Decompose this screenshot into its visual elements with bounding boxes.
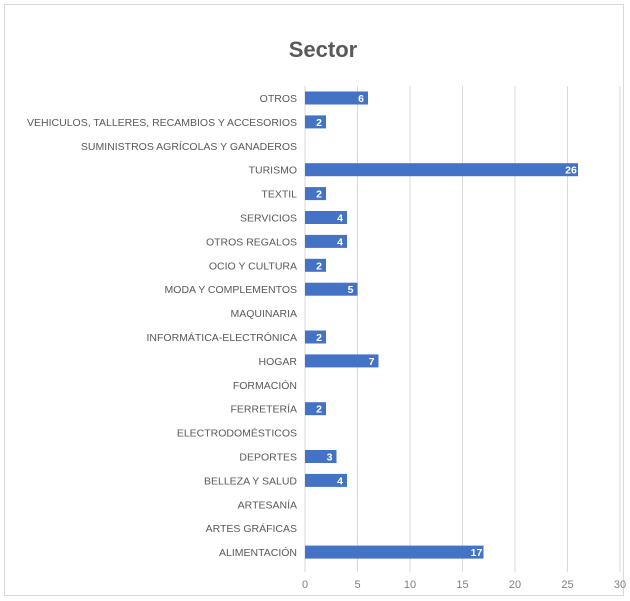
category-label: MAQUINARIA: [230, 308, 297, 320]
category-label: FERRETERÍA: [230, 403, 297, 416]
data-label: 7: [369, 356, 375, 368]
data-label: 0: [309, 523, 315, 535]
category-label: OTROS REGALOS: [206, 236, 297, 248]
data-label: 26: [565, 165, 577, 177]
x-tick-label: 25: [561, 579, 573, 591]
bar: [305, 115, 326, 129]
data-label: 5: [348, 284, 354, 296]
bar: [305, 545, 484, 559]
data-label: 0: [309, 380, 315, 392]
category-label: ELECTRODOMÉSTICOS: [177, 427, 297, 440]
data-label: 2: [316, 332, 322, 344]
bars: [305, 91, 578, 559]
data-label: 0: [309, 308, 315, 320]
data-label: 17: [471, 547, 483, 559]
category-labels: OTROS VEHICULOS, TALLERES, RECAMBIOS Y AC…: [27, 93, 297, 559]
data-label: 0: [309, 428, 315, 440]
category-label: OCIO Y CULTURA: [209, 260, 297, 272]
data-label: 4: [337, 236, 343, 248]
category-label: HOGAR: [258, 356, 297, 368]
category-label: MODA Y COMPLEMENTOS: [165, 284, 297, 296]
category-label: ALIMENTACIÓN: [219, 546, 297, 559]
bar: [305, 187, 326, 201]
x-tick-label: 5: [354, 579, 360, 591]
data-label: 2: [316, 117, 322, 129]
x-tick-label: 20: [509, 579, 521, 591]
category-label: ARTES GRÁFICAS: [206, 522, 297, 535]
bar: [305, 450, 337, 463]
data-label: 0: [309, 499, 315, 511]
data-label: 4: [337, 213, 343, 225]
category-label: ARTESANÍA: [238, 498, 297, 511]
bar: [305, 91, 368, 105]
bar: [305, 163, 578, 177]
category-label: BELLEZA Y SALUD: [204, 475, 297, 487]
bar: [305, 402, 326, 416]
data-label: 2: [316, 189, 322, 201]
bar: [305, 258, 326, 272]
category-label: OTROS: [260, 93, 297, 105]
category-label: DEPORTES: [239, 452, 297, 464]
x-tick-label: 0: [302, 579, 308, 591]
category-label: INFORMÁTICA-ELECTRÓNICA: [146, 331, 297, 344]
data-label: 6: [358, 93, 364, 105]
data-label: 3: [327, 452, 333, 464]
category-label: FORMACIÓN: [233, 379, 297, 392]
bar: [305, 330, 326, 344]
chart-title: Sector: [289, 37, 358, 62]
x-tick-label: 10: [404, 579, 416, 591]
bar: [305, 282, 358, 296]
data-label: 2: [316, 404, 322, 416]
bar: [305, 354, 379, 368]
data-label: 4: [337, 475, 343, 487]
category-label: VEHICULOS, TALLERES, RECAMBIOS Y ACCESOR…: [27, 117, 297, 129]
x-axis-tick-labels: 0 5 10 15 20 25 30: [302, 579, 626, 591]
category-label: TEXTIL: [261, 189, 297, 201]
data-label: 2: [316, 260, 322, 272]
category-label: TURISMO: [249, 165, 297, 177]
bar: [305, 211, 347, 224]
bar: [305, 234, 347, 248]
category-label: SERVICIOS: [240, 213, 297, 225]
gridlines: [304, 86, 621, 572]
x-tick-label: 30: [614, 579, 626, 591]
data-label: 0: [309, 141, 315, 153]
bar: [305, 473, 347, 487]
x-tick-label: 15: [456, 579, 468, 591]
category-label: SUMINISTROS AGRÍCOLAS Y GANADEROS: [81, 140, 297, 153]
